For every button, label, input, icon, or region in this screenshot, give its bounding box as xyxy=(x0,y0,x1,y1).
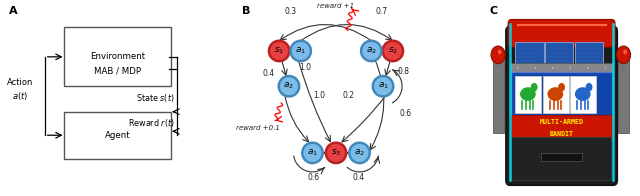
Circle shape xyxy=(349,143,370,163)
Circle shape xyxy=(531,83,538,92)
Ellipse shape xyxy=(575,87,591,101)
Bar xyxy=(510,63,613,73)
Circle shape xyxy=(269,41,289,61)
FancyBboxPatch shape xyxy=(508,20,615,47)
Text: B: B xyxy=(242,6,250,16)
Circle shape xyxy=(302,143,323,163)
Circle shape xyxy=(498,50,502,54)
Text: $a_1$: $a_1$ xyxy=(307,148,318,158)
Circle shape xyxy=(616,46,630,64)
FancyBboxPatch shape xyxy=(511,137,612,180)
Circle shape xyxy=(491,46,505,64)
Circle shape xyxy=(373,76,393,96)
Circle shape xyxy=(604,66,607,69)
FancyBboxPatch shape xyxy=(543,76,569,113)
Text: 0.4: 0.4 xyxy=(262,69,275,78)
Text: 0.2: 0.2 xyxy=(343,91,355,100)
FancyBboxPatch shape xyxy=(515,42,543,64)
Text: 0.3: 0.3 xyxy=(285,7,297,16)
FancyBboxPatch shape xyxy=(575,42,603,64)
Circle shape xyxy=(326,143,346,163)
Circle shape xyxy=(569,66,572,69)
Text: 0.6: 0.6 xyxy=(399,109,412,118)
FancyBboxPatch shape xyxy=(63,112,172,159)
Text: reward +0.1: reward +0.1 xyxy=(236,125,280,131)
Circle shape xyxy=(361,41,381,61)
Text: $s_2$: $s_2$ xyxy=(388,46,398,56)
Text: 1.0: 1.0 xyxy=(300,63,312,72)
FancyBboxPatch shape xyxy=(506,26,617,185)
Ellipse shape xyxy=(520,87,536,101)
Circle shape xyxy=(558,83,565,92)
Text: A: A xyxy=(9,6,17,16)
Text: $s_1$: $s_1$ xyxy=(274,46,284,56)
Bar xyxy=(493,55,504,133)
Bar xyxy=(541,153,582,161)
Text: 0.6: 0.6 xyxy=(307,173,319,182)
Text: $a_1$: $a_1$ xyxy=(295,46,306,56)
Circle shape xyxy=(623,50,627,54)
Text: $a_2$: $a_2$ xyxy=(354,148,365,158)
Text: $a(t)$: $a(t)$ xyxy=(12,90,28,102)
Circle shape xyxy=(383,41,403,61)
Text: BANDIT: BANDIT xyxy=(550,131,573,137)
Circle shape xyxy=(534,66,536,69)
FancyBboxPatch shape xyxy=(63,27,172,86)
Text: 0.7: 0.7 xyxy=(375,7,387,16)
Circle shape xyxy=(279,76,299,96)
Text: $s_3$: $s_3$ xyxy=(331,148,341,158)
Text: Agent: Agent xyxy=(104,131,130,140)
Circle shape xyxy=(291,41,311,61)
Text: C: C xyxy=(490,6,497,16)
Ellipse shape xyxy=(547,87,563,101)
Text: 1.0: 1.0 xyxy=(314,91,325,100)
Circle shape xyxy=(516,66,519,69)
Text: Action: Action xyxy=(7,78,33,87)
Circle shape xyxy=(586,83,593,92)
Text: $a_2$: $a_2$ xyxy=(284,81,294,92)
Text: MULTI-ARMED: MULTI-ARMED xyxy=(540,120,584,125)
FancyBboxPatch shape xyxy=(545,42,573,64)
Text: Reward $r(t)$: Reward $r(t)$ xyxy=(128,117,175,130)
Bar xyxy=(618,55,629,133)
Text: Environment: Environment xyxy=(90,52,145,61)
Text: $a_2$: $a_2$ xyxy=(366,46,377,56)
FancyBboxPatch shape xyxy=(511,115,612,141)
Text: State $s(t)$: State $s(t)$ xyxy=(136,92,175,104)
FancyBboxPatch shape xyxy=(515,76,541,113)
Circle shape xyxy=(587,66,589,69)
FancyBboxPatch shape xyxy=(570,76,596,113)
Text: $a_1$: $a_1$ xyxy=(378,81,388,92)
Text: reward +1: reward +1 xyxy=(317,3,355,9)
Text: MAB / MDP: MAB / MDP xyxy=(94,66,141,75)
Text: 0.8: 0.8 xyxy=(397,67,410,76)
Text: 0.4: 0.4 xyxy=(353,173,365,182)
Circle shape xyxy=(552,66,554,69)
FancyBboxPatch shape xyxy=(511,72,612,117)
